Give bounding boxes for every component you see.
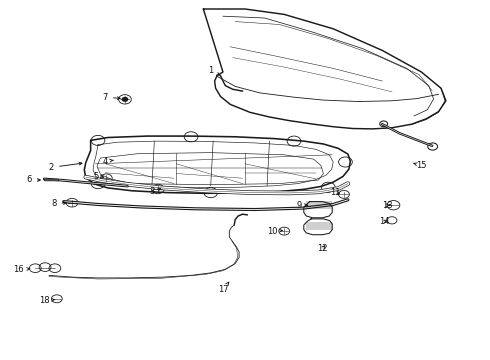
Text: 6: 6 [27,175,40,184]
Text: 10: 10 [267,227,283,236]
Text: 11: 11 [330,188,341,197]
Text: 17: 17 [218,282,229,294]
Text: 3: 3 [149,187,161,196]
Text: 5: 5 [93,172,104,181]
Text: 12: 12 [317,244,328,253]
Text: 2: 2 [49,162,82,172]
Text: 13: 13 [382,201,392,210]
Text: 4: 4 [103,157,114,166]
Circle shape [122,97,128,102]
Text: 16: 16 [13,266,30,274]
Text: 15: 15 [414,161,427,170]
Text: 8: 8 [51,199,66,208]
Text: 9: 9 [296,201,308,210]
Text: 18: 18 [39,296,55,305]
Text: 1: 1 [208,66,220,75]
Text: 7: 7 [103,93,120,102]
Text: 14: 14 [379,217,390,226]
